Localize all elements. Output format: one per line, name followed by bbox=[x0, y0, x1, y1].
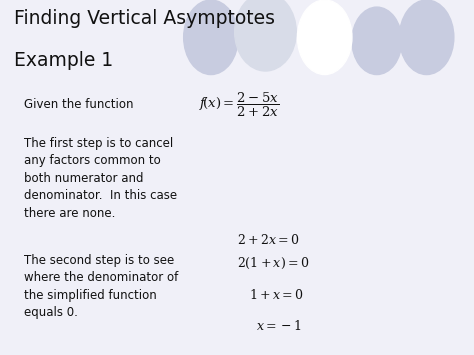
Ellipse shape bbox=[298, 0, 352, 75]
Text: $f\!\left(x\right){=}\dfrac{2-5x}{2+2x}$: $f\!\left(x\right){=}\dfrac{2-5x}{2+2x}$ bbox=[199, 91, 279, 119]
Text: Example 1: Example 1 bbox=[14, 51, 113, 71]
Text: Given the function: Given the function bbox=[24, 98, 133, 111]
Text: The second step is to see
where the denominator of
the simplified function
equal: The second step is to see where the deno… bbox=[24, 254, 178, 320]
Text: $2(1+x)=0$: $2(1+x)=0$ bbox=[237, 256, 310, 271]
Text: $x=-1$: $x=-1$ bbox=[256, 320, 301, 333]
Ellipse shape bbox=[235, 0, 296, 71]
Text: Finding Vertical Asymptotes: Finding Vertical Asymptotes bbox=[14, 9, 275, 28]
Text: $2+2x=0$: $2+2x=0$ bbox=[237, 233, 300, 246]
Ellipse shape bbox=[352, 7, 402, 75]
Text: $1+x=0$: $1+x=0$ bbox=[249, 288, 303, 301]
Text: The first step is to cancel
any factors common to
both numerator and
denominator: The first step is to cancel any factors … bbox=[24, 137, 177, 220]
Ellipse shape bbox=[399, 0, 454, 75]
Ellipse shape bbox=[183, 0, 238, 75]
